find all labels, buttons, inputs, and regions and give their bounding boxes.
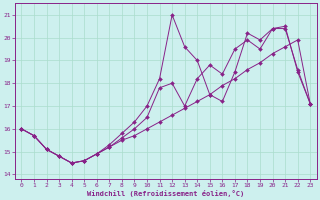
X-axis label: Windchill (Refroidissement éolien,°C): Windchill (Refroidissement éolien,°C) [87,190,244,197]
